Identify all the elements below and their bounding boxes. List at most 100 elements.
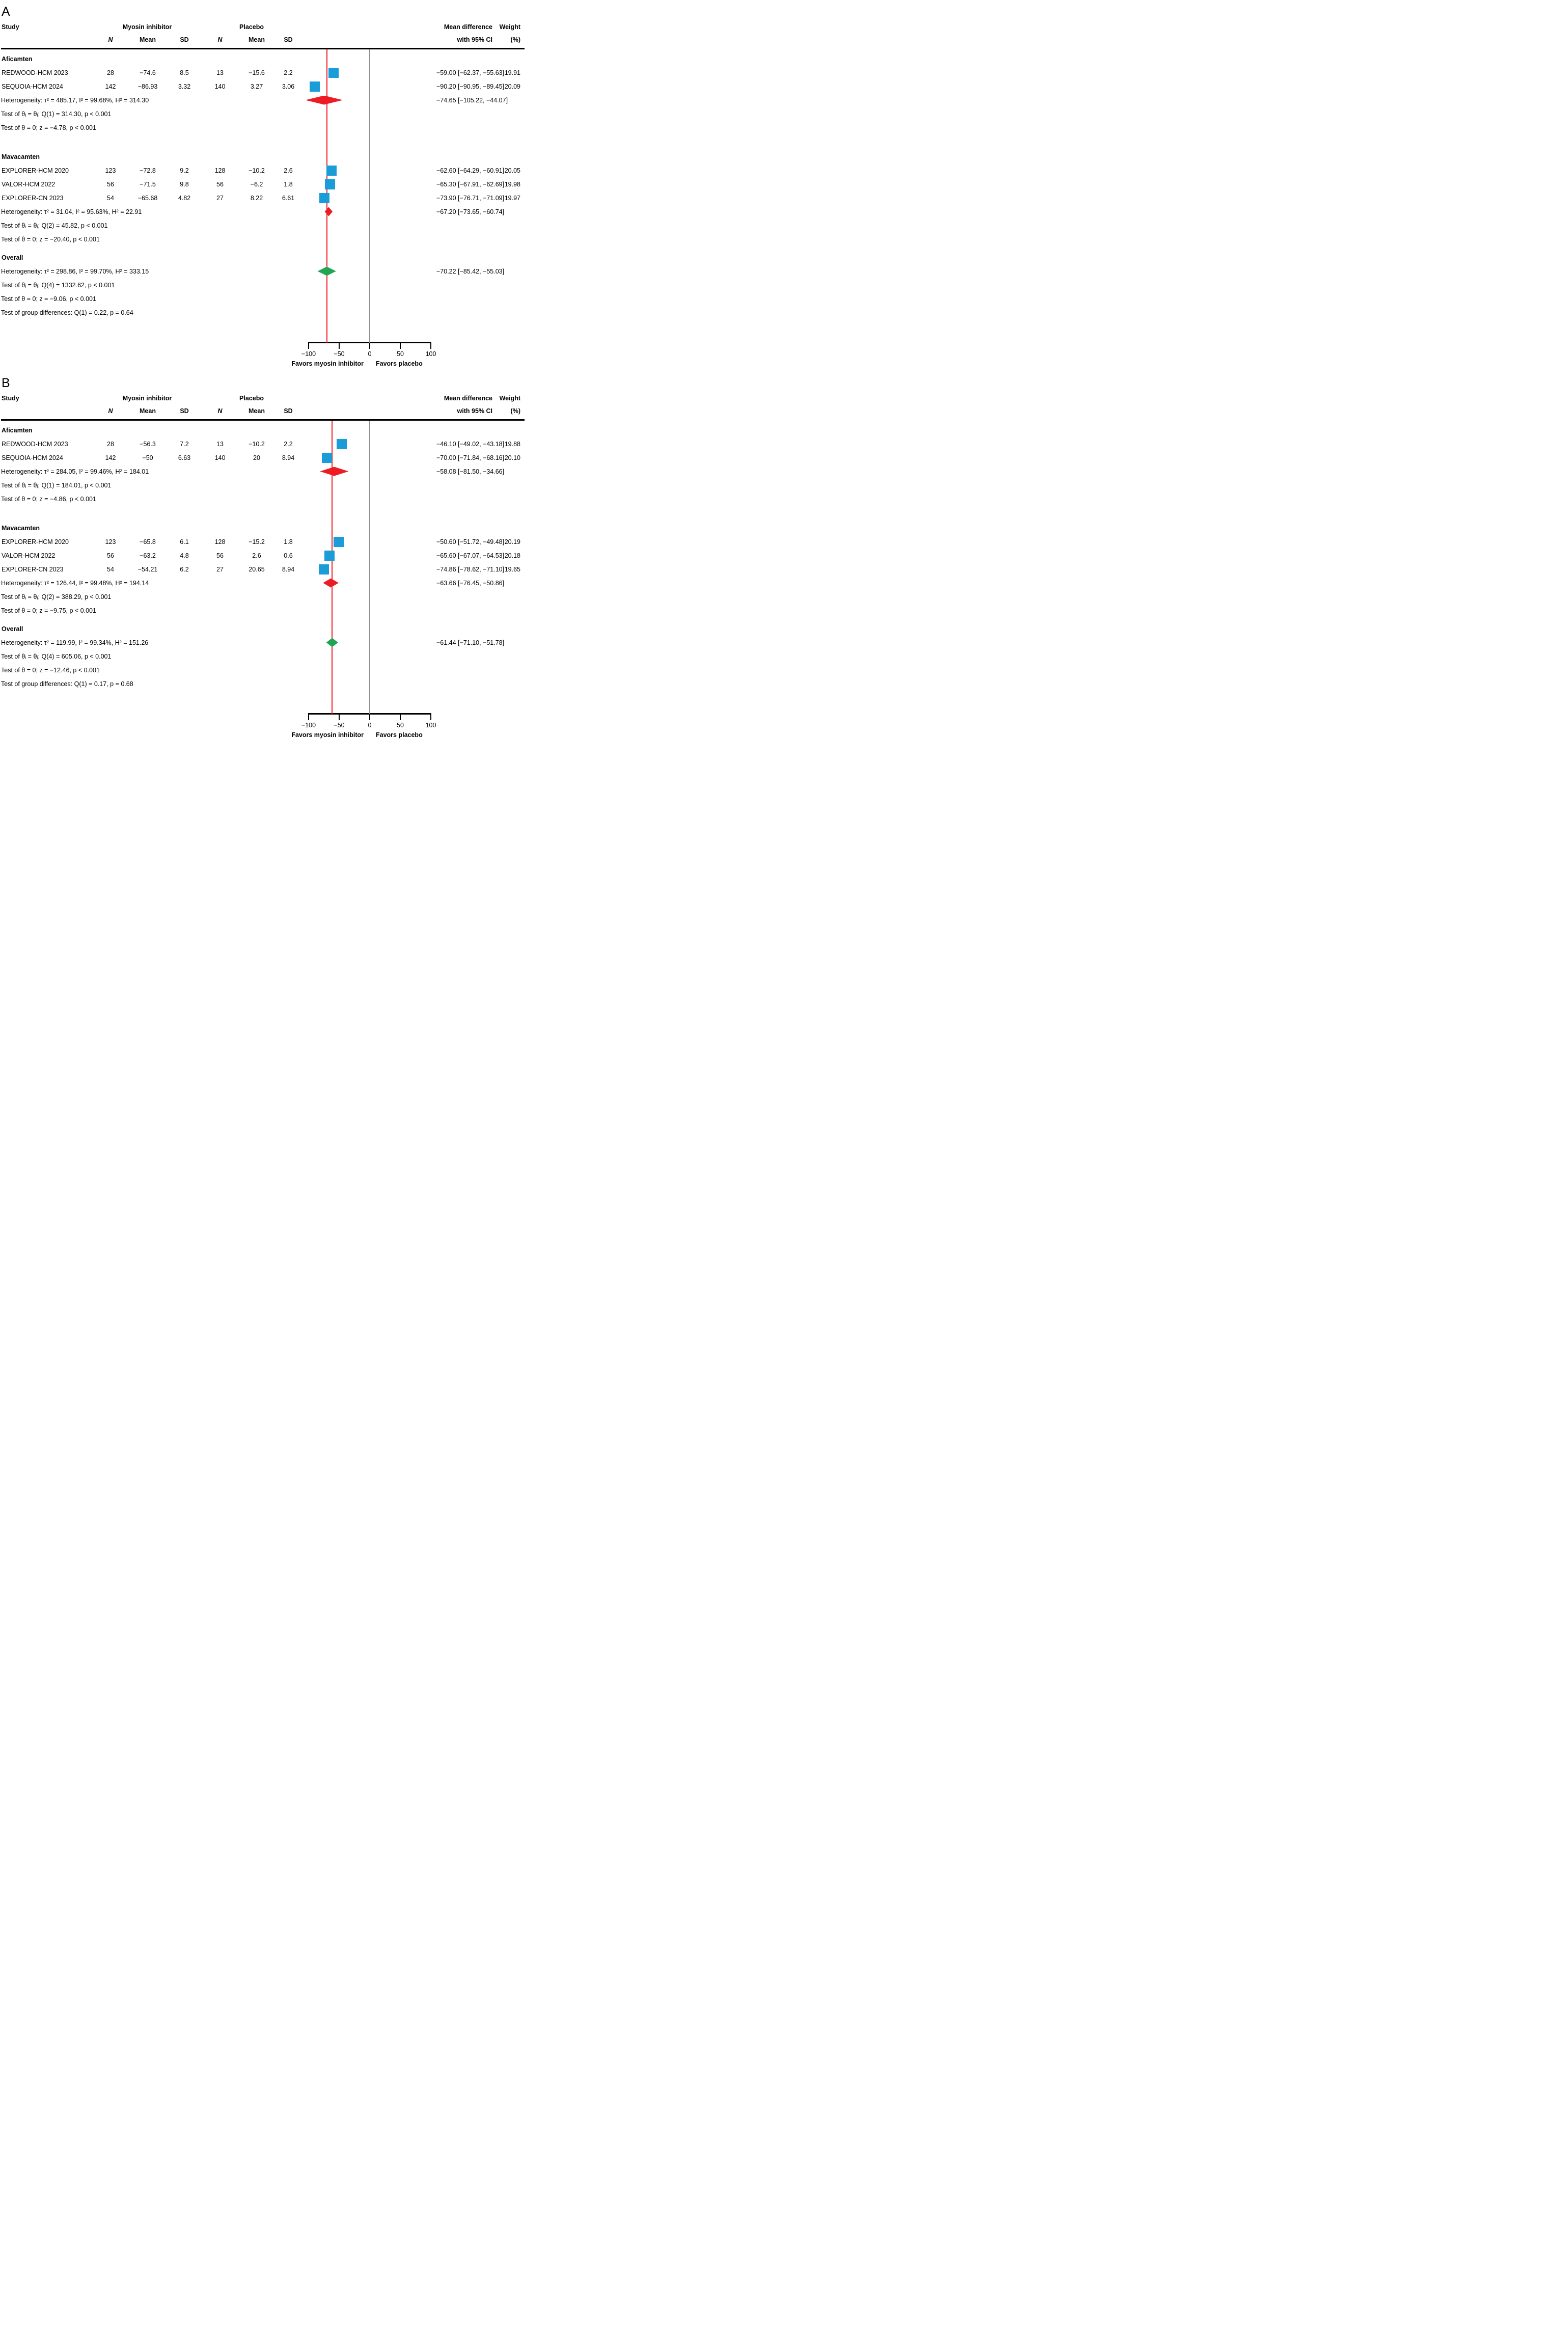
control-sd: 1.8 [284, 538, 293, 545]
col-sub-header: Mean [140, 407, 156, 415]
control-group-header: Placebo [239, 23, 264, 31]
treatment-sd: 4.82 [178, 194, 191, 202]
treatment-sd: 9.8 [180, 180, 189, 188]
table-row: EXPLORER-CN 2023 54 −65.68 4.82 27 8.22 6.61 −7… [1, 191, 525, 205]
weight-value: 19.65 [504, 565, 520, 573]
column-header-row-1: Study Myosin inhibitor Placebo Mean differe… [1, 392, 525, 404]
stat-text: Test of θ = 0; z = −9.75, p < 0.001 [1, 607, 96, 614]
group-label: Aficamten [2, 426, 33, 434]
stat-row: Test of θ = 0; z = −20.40, p < 0.001 [1, 232, 525, 246]
column-header-row-2: N Mean SD N Mean SD with 95% CI (%) [1, 404, 525, 417]
col-sub-header: Mean [249, 407, 265, 415]
treatment-n: 28 [107, 440, 114, 448]
stat-text: Test of θᵢ = θⱼ; Q(4) = 605.06, p < 0.00… [1, 653, 112, 660]
mean-difference-value: −62.60 [−64.29, −60.91] [436, 167, 505, 174]
control-sd: 8.94 [282, 454, 295, 461]
treatment-mean: −56.3 [140, 440, 156, 448]
row-spacer [1, 246, 525, 251]
weight-value: 19.91 [504, 69, 520, 76]
control-sd: 1.8 [284, 180, 293, 188]
x-axis-tick [308, 342, 309, 349]
treatment-n: 142 [105, 454, 116, 461]
weight-value: 20.19 [504, 538, 520, 545]
weight-header: Weight [499, 394, 520, 402]
x-axis-tick [400, 342, 401, 349]
table-row: EXPLORER-HCM 2020 123 −65.8 6.1 128 −15.2 1.8 −… [1, 535, 525, 549]
stat-text: Heterogeneity: τ² = 31.04, I² = 95.63%, … [1, 208, 142, 215]
treatment-sd: 6.2 [180, 565, 189, 573]
row-spacer [1, 506, 525, 521]
stat-text: Heterogeneity: τ² = 119.99, I² = 99.34%,… [1, 639, 149, 646]
treatment-n: 54 [107, 194, 114, 202]
x-axis-tick [430, 713, 431, 720]
col-sub-header: Mean [140, 36, 156, 43]
study-name: EXPLORER-HCM 2020 [2, 538, 69, 545]
header-divider-rule [1, 419, 525, 421]
table-row: VALOR-HCM 2022 56 −71.5 9.8 56 −6.2 1.8 −65.30 … [1, 177, 525, 191]
x-axis-tick-label: 0 [368, 722, 372, 729]
table-row: VALOR-HCM 2022 56 −63.2 4.8 56 2.6 0.6 −65.60 [… [1, 549, 525, 562]
stat-row: Test of θ = 0; z = −4.78, p < 0.001 [1, 121, 525, 134]
control-sd: 8.94 [282, 565, 295, 573]
pooled-estimate-value: −63.66 [−76.45, −50.86] [436, 579, 505, 587]
col-sub-header: SD [180, 407, 189, 415]
stat-row: Test of θᵢ = θⱼ; Q(1) = 184.01, p < 0.00… [1, 478, 525, 492]
treatment-sd: 8.5 [180, 69, 189, 76]
x-axis-tick [339, 342, 340, 349]
control-mean: −15.6 [249, 69, 265, 76]
stat-text: Heterogeneity: τ² = 284.05, I² = 99.46%,… [1, 468, 149, 475]
treatment-n: 123 [105, 167, 116, 174]
stat-row: Heterogeneity: τ² = 485.17, I² = 99.68%,… [1, 93, 525, 107]
pooled-estimate-value: −70.22 [−85.42, −55.03] [436, 267, 505, 275]
control-sd: 6.61 [282, 194, 295, 202]
x-axis-tick [308, 713, 309, 720]
group-label: Mavacamten [2, 153, 40, 160]
control-sd: 2.2 [284, 69, 293, 76]
x-axis-tick-label: −100 [301, 350, 316, 358]
table-row: SEQUOIA-HCM 2024 142 −50 6.63 140 20 8.94 −70.0… [1, 451, 525, 464]
stat-text: Heterogeneity: τ² = 485.17, I² = 99.68%,… [1, 96, 149, 104]
x-axis-tick-label: −50 [334, 722, 345, 729]
x-axis-tick-label: −100 [301, 722, 316, 729]
mean-difference-value: −46.10 [−49.02, −43.18] [436, 440, 505, 448]
column-header-row-1: Study Myosin inhibitor Placebo Mean differe… [1, 20, 525, 33]
control-mean: 8.22 [250, 194, 263, 202]
x-axis: −100 −50 0 50 100 Favors myosin inhibitor Favo… [1, 340, 525, 374]
study-name: EXPLORER-HCM 2020 [2, 167, 69, 174]
stat-text: Test of θᵢ = θⱼ; Q(1) = 314.30, p < 0.00… [1, 111, 112, 118]
treatment-n: 56 [107, 552, 114, 559]
stat-row: Heterogeneity: τ² = 119.99, I² = 99.34%,… [1, 636, 525, 649]
stat-text: Test of group differences: Q(1) = 0.22, … [1, 309, 133, 316]
x-axis-tick [430, 342, 431, 349]
stat-row: Test of θᵢ = θⱼ; Q(1) = 314.30, p < 0.00… [1, 107, 525, 121]
stat-row: Test of θ = 0; z = −9.75, p < 0.001 [1, 604, 525, 617]
forest-panel-a: A Study Myosin inhibitor Placebo Mean differ… [1, 3, 525, 374]
treatment-n: 56 [107, 180, 114, 188]
weight-header: Weight [499, 23, 520, 31]
pooled-estimate-value: −67.20 [−73.65, −60.74] [436, 208, 505, 215]
treatment-mean: −71.5 [140, 180, 156, 188]
favors-left-label: Favors myosin inhibitor [291, 731, 364, 739]
treatment-sd: 7.2 [180, 440, 189, 448]
mean-difference-value: −59.00 [−62.37, −55.63] [436, 69, 505, 76]
study-name: REDWOOD-HCM 2023 [2, 440, 68, 448]
control-n: 140 [214, 454, 226, 461]
x-axis-tick-label: 50 [397, 350, 404, 358]
x-axis-tick-label: 100 [425, 722, 436, 729]
stat-row: Test of θᵢ = θⱼ; Q(4) = 605.06, p < 0.00… [1, 649, 525, 663]
mean-difference-value: −90.20 [−90.95, −89.45] [436, 83, 505, 90]
stat-text: Test of θᵢ = θⱼ; Q(2) = 45.82, p < 0.001 [1, 222, 108, 229]
control-sd: 3.06 [282, 83, 295, 90]
favors-right-label: Favors placebo [376, 731, 423, 739]
study-column-header: Study [2, 23, 19, 31]
percent-sub-header: (%) [510, 407, 520, 415]
treatment-n: 142 [105, 83, 116, 90]
pooled-estimate-value: −74.65 [−105.22, −44.07] [436, 96, 508, 104]
column-header-row-2: N Mean SD N Mean SD with 95% CI (%) [1, 33, 525, 46]
weight-value: 20.09 [504, 83, 520, 90]
control-sd: 2.2 [284, 440, 293, 448]
stat-text: Heterogeneity: τ² = 298.86, I² = 99.70%,… [1, 267, 149, 275]
stat-text: Test of θ = 0; z = −12.46, p < 0.001 [1, 666, 100, 674]
stat-row: Test of group differences: Q(1) = 0.17, … [1, 677, 525, 691]
treatment-mean: −50 [142, 454, 153, 461]
